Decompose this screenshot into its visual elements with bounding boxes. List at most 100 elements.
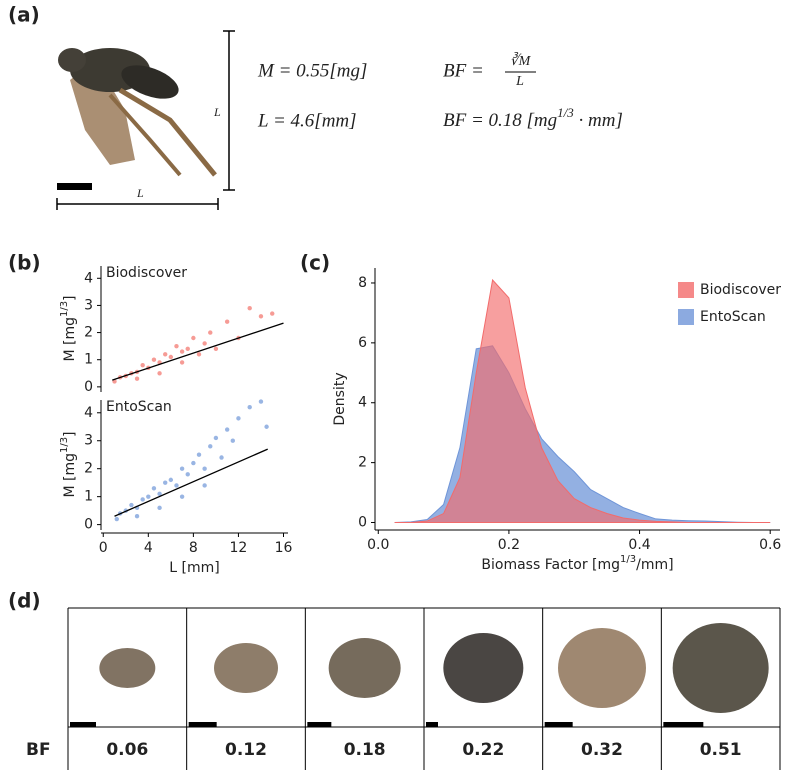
y-axis-label: M [mg1/3] [59, 295, 78, 361]
dimension-label: L [213, 105, 221, 119]
point [140, 497, 144, 501]
x-tick-label: 12 [230, 540, 248, 556]
scale-bar [307, 722, 331, 727]
point [247, 405, 251, 409]
point [180, 360, 184, 364]
row-label: BF [26, 740, 51, 760]
scale-bar [426, 722, 438, 727]
y-tick-label: 8 [358, 275, 367, 291]
point [157, 506, 161, 510]
point [146, 494, 150, 498]
point [214, 436, 218, 440]
point [186, 472, 190, 476]
x-tick-label: 16 [275, 540, 293, 556]
point [157, 371, 161, 375]
formula: BF = 0.18 [mg1/3 · mm] [443, 105, 623, 131]
scale-bar [545, 722, 573, 727]
y-axis-label: Density [332, 372, 348, 425]
point [129, 503, 133, 507]
legend-label: Biodiscover [700, 282, 781, 298]
point [259, 314, 263, 318]
point [152, 358, 156, 362]
point [163, 480, 167, 484]
point [180, 494, 184, 498]
specimen-image [673, 623, 769, 713]
point [163, 352, 167, 356]
point [264, 425, 268, 429]
specimen-image [214, 643, 278, 693]
x-tick-label: 4 [144, 540, 153, 556]
formula-numerator: ∛M [510, 51, 532, 69]
x-axis-label: Biomass Factor [mg1/3/mm] [481, 554, 673, 573]
point [135, 377, 139, 381]
formula: M = 0.55[mg] [257, 60, 367, 81]
point [169, 355, 173, 359]
legend-swatch [678, 309, 694, 325]
formula: L = 4.6[mm] [257, 110, 357, 131]
point [191, 336, 195, 340]
panel-title: EntoScan [106, 399, 172, 415]
panel-label: (a) [8, 3, 40, 27]
y-tick-label: 0 [84, 379, 93, 395]
insect-image [58, 48, 215, 175]
panel-label: (d) [8, 589, 41, 613]
specimen-image [443, 633, 523, 703]
bf-value: 0.32 [581, 740, 623, 760]
panel-label: (b) [8, 251, 41, 275]
specimen-image [329, 638, 401, 698]
point [202, 483, 206, 487]
point [197, 352, 201, 356]
y-tick-label: 3 [84, 297, 93, 313]
y-tick-label: 1 [84, 352, 93, 368]
density-area [395, 346, 771, 523]
y-tick-label: 2 [84, 461, 93, 477]
point [231, 439, 235, 443]
scale-bar [663, 722, 703, 727]
fit-line [112, 323, 283, 380]
point [174, 483, 178, 487]
legend-swatch [678, 282, 694, 298]
point [214, 347, 218, 351]
y-tick-label: 4 [84, 405, 93, 421]
formula-denominator: L [515, 74, 524, 89]
formula: BF = [443, 60, 484, 81]
point [270, 311, 274, 315]
x-tick-label: 0.0 [367, 537, 389, 553]
scale-bar [57, 183, 92, 190]
y-tick-label: 6 [358, 335, 367, 351]
bf-value: 0.22 [462, 740, 504, 760]
point [191, 461, 195, 465]
scale-bar [189, 722, 217, 727]
point [208, 330, 212, 334]
point [115, 517, 119, 521]
point [174, 344, 178, 348]
legend-label: EntoScan [700, 309, 766, 325]
specimen-image [558, 628, 646, 708]
point [219, 455, 223, 459]
bf-value: 0.12 [225, 740, 267, 760]
y-tick-label: 2 [84, 325, 93, 341]
y-tick-label: 0 [358, 515, 367, 531]
scale-bar [70, 722, 96, 727]
point [247, 306, 251, 310]
point [169, 478, 173, 482]
panel-title: Biodiscover [106, 265, 187, 281]
x-tick-label: 0 [99, 540, 108, 556]
figure: (a) (b) (c) (d) L L M = 0.55[mg] L = 4.6… [0, 0, 790, 772]
point [180, 466, 184, 470]
point [140, 363, 144, 367]
specimen-image [99, 648, 155, 688]
point [208, 444, 212, 448]
panel-label: (c) [300, 251, 330, 275]
y-tick-label: 3 [84, 433, 93, 449]
y-tick-label: 0 [84, 517, 93, 533]
point [202, 341, 206, 345]
point [180, 349, 184, 353]
bf-value: 0.06 [106, 740, 148, 760]
point [152, 486, 156, 490]
x-axis-label: L [mm] [169, 560, 219, 576]
y-axis-label: M [mg1/3] [59, 431, 78, 497]
point [186, 347, 190, 351]
x-tick-label: 0.6 [759, 537, 781, 553]
